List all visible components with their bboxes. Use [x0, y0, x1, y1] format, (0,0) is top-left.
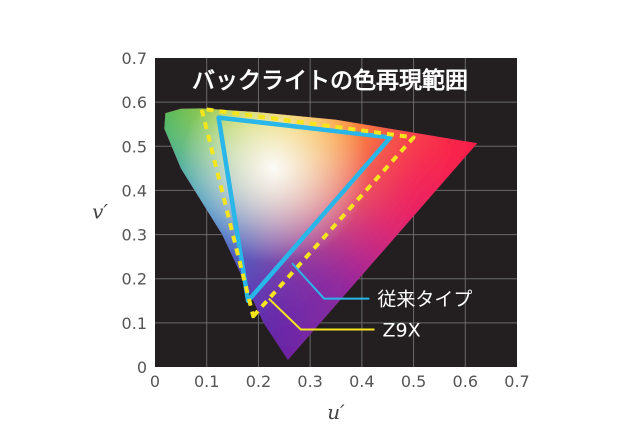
y-tick-label: 0.5 — [122, 137, 147, 156]
y-tick-label: 0.7 — [122, 49, 147, 68]
y-tick-label: 0.4 — [122, 181, 147, 200]
x-tick-labels: 0 0.1 0.2 0.3 0.4 0.5 0.6 0.7 — [150, 372, 530, 391]
annotation-leaders — [268, 262, 375, 331]
y-tick-labels: 0 0.1 0.2 0.3 0.4 0.5 0.6 0.7 — [122, 49, 147, 377]
annotation-label-conventional: 従来タイプ — [377, 289, 472, 311]
series-conventional-triangle — [216, 115, 393, 304]
annotation-leader — [291, 262, 370, 300]
y-tick-label: 0.3 — [122, 226, 147, 245]
y-tick-label: 0 — [137, 358, 147, 377]
x-tick-label: 0.7 — [504, 372, 529, 391]
y-axis-title: v′ — [92, 200, 108, 224]
x-tick-label: 0.3 — [297, 372, 322, 391]
y-tick-label: 0.6 — [122, 93, 147, 112]
x-axis-title: u′ — [327, 400, 345, 424]
x-tick-label: 0 — [150, 372, 160, 391]
chart-title: バックライトの色再現範囲 — [192, 67, 468, 94]
series-z9x-triangle — [199, 106, 416, 319]
y-tick-label: 0.2 — [122, 270, 147, 289]
x-tick-label: 0.5 — [401, 372, 426, 391]
x-tick-label: 0.1 — [194, 372, 219, 391]
annotation-label-z9x: Z9X — [383, 319, 421, 341]
y-tick-label: 0.1 — [122, 314, 147, 333]
x-tick-label: 0.2 — [246, 372, 271, 391]
x-tick-label: 0.6 — [453, 372, 478, 391]
x-tick-label: 0.4 — [349, 372, 374, 391]
series-layer — [199, 106, 416, 319]
annotation-leader — [268, 297, 375, 331]
